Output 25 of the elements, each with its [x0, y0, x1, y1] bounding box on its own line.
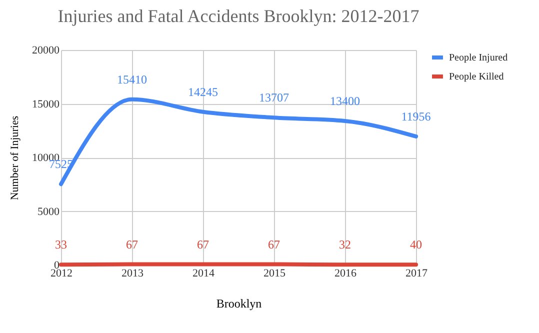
data-label: 15410 [117, 72, 147, 86]
chart-title: Injuries and Fatal Accidents Brooklyn: 2012-2017 [58, 6, 420, 26]
data-label: 67 [126, 237, 138, 252]
data-label: 13400 [330, 94, 360, 108]
y-tick-label: 15000 [32, 98, 60, 110]
data-label: 32 [339, 238, 351, 252]
data-label: 33 [55, 238, 67, 252]
x-tick-label: 2017 [406, 268, 428, 280]
x-tick-label: 2016 [334, 268, 357, 280]
data-label: 67 [268, 237, 280, 252]
data-label: 67 [197, 237, 209, 252]
data-label: 40 [410, 238, 422, 252]
legend-label: People Injured [449, 52, 508, 64]
x-axis-title: Brooklyn [216, 296, 262, 310]
data-label: 11956 [401, 109, 431, 124]
data-label: 14245 [188, 84, 218, 99]
y-tick-label: 20000 [32, 44, 60, 56]
legend-label: People Killed [449, 72, 504, 82]
x-tick-label: 2015 [264, 268, 286, 280]
x-tick-label: 2012 [50, 268, 72, 280]
data-label: 13707 [259, 90, 289, 105]
y-axis-title: Number of Injuries [9, 116, 21, 200]
x-tick-label: 2013 [122, 268, 144, 280]
x-tick-label: 2014 [192, 268, 215, 280]
y-tick-label: 5000 [38, 206, 60, 218]
